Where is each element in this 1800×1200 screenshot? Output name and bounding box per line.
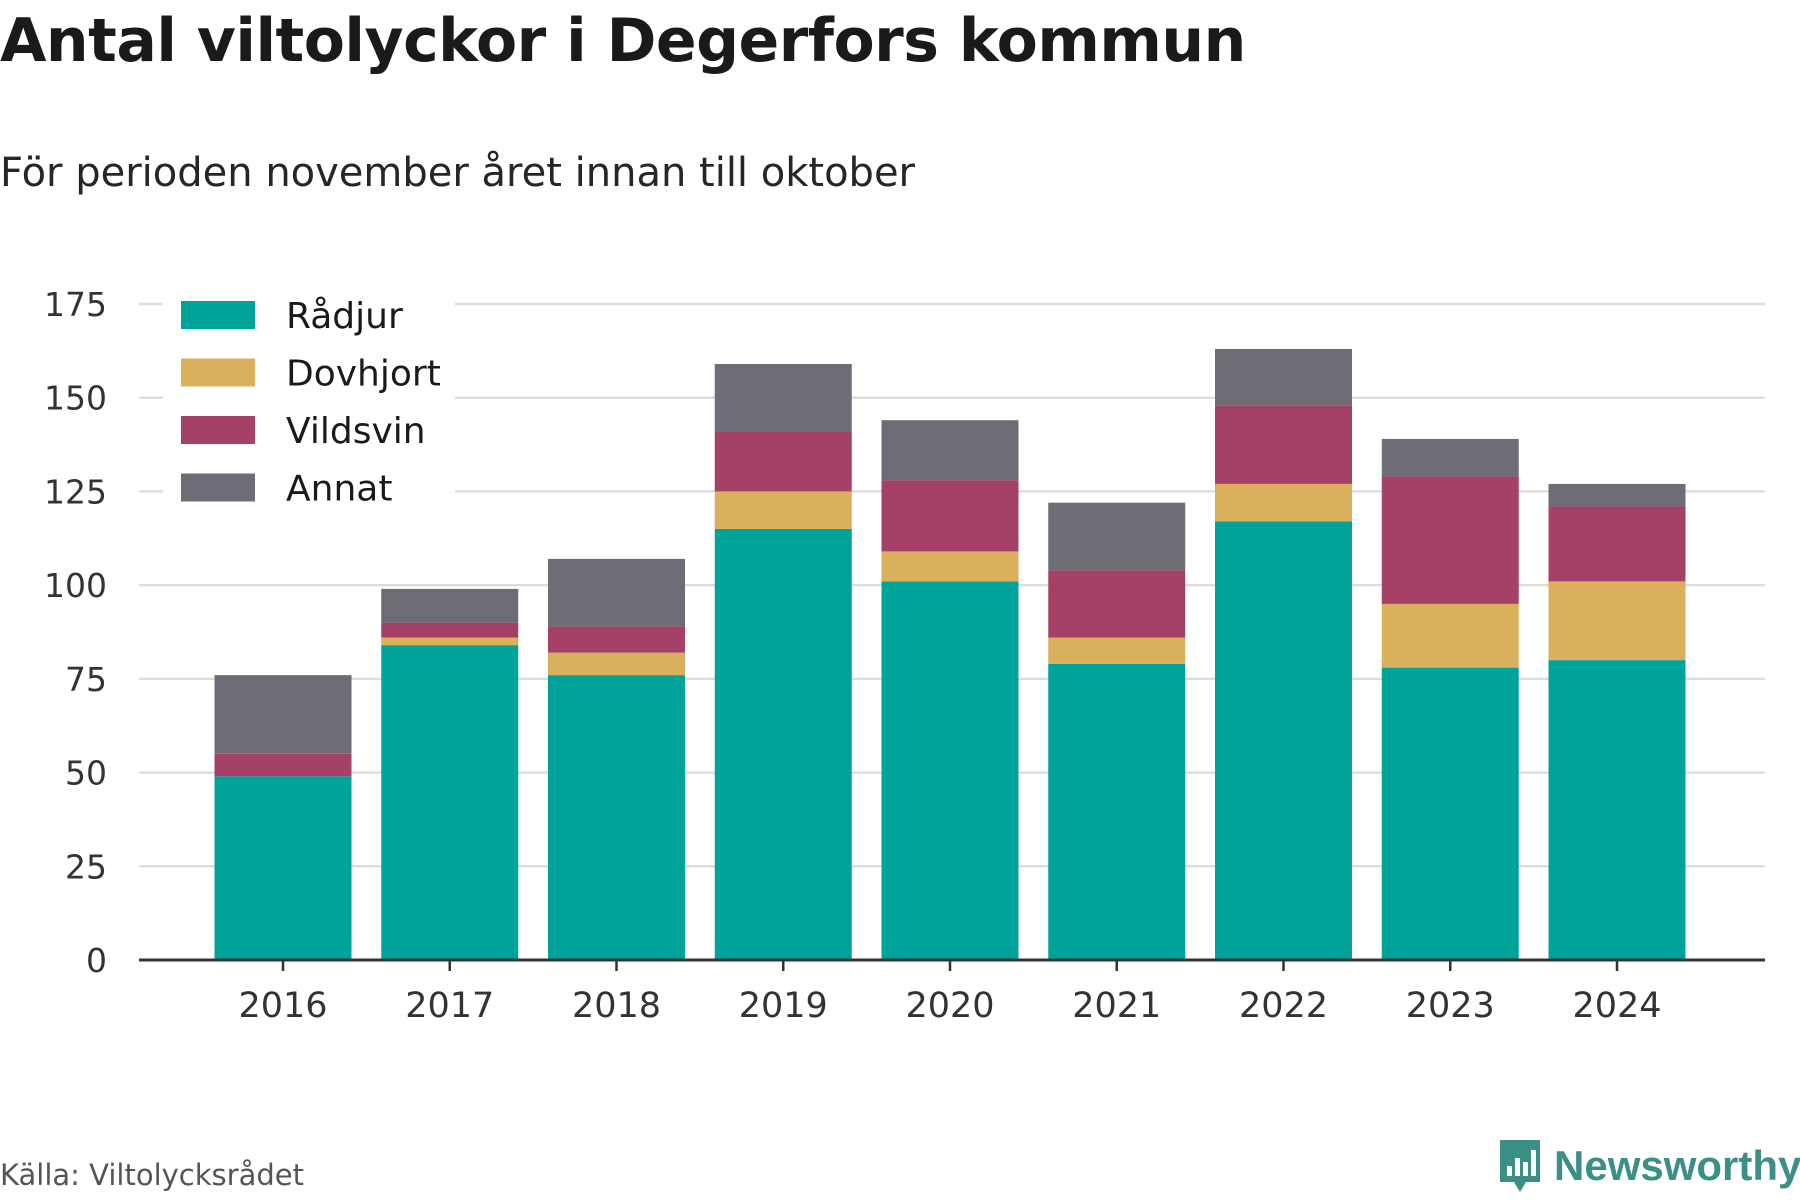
y-tick-label: 150 <box>44 379 107 418</box>
legend-item: Rådjur <box>181 296 403 337</box>
x-axis: 2016 2017 2018 2019 2020 2021 2022 2023 2024 <box>139 958 1765 1026</box>
brand-logo[interactable]: Newsworthy <box>1496 1138 1800 1194</box>
brand-name: Newsworthy <box>1554 1142 1800 1189</box>
x-tick-label: 2016 <box>238 986 327 1026</box>
legend-label: Annat <box>286 469 392 510</box>
bar-segment <box>1548 483 1686 507</box>
bar-segment <box>1215 405 1352 484</box>
y-tick-label: 0 <box>86 941 107 980</box>
x-tick-label: 2017 <box>405 986 494 1026</box>
bar-segment <box>214 675 352 754</box>
bar-stack-2019 <box>714 363 852 960</box>
legend-swatch <box>181 416 255 444</box>
legend: Rådjur Dovhjort Vildsvin Annat <box>163 286 455 518</box>
legend-item: Dovhjort <box>181 354 441 395</box>
bar-stack-2022 <box>1215 348 1352 960</box>
y-tick-label: 175 <box>44 285 107 324</box>
x-tick-label: 2021 <box>1072 986 1161 1026</box>
bar-stack-2018 <box>548 558 685 960</box>
y-axis-ticks: 0 25 50 75 100 125 150 175 <box>44 285 107 980</box>
bar-segment <box>548 558 685 627</box>
bar-segment <box>548 675 685 960</box>
bar-segment <box>381 588 519 623</box>
bar-segment <box>714 528 852 960</box>
chart-title: Antal viltolyckor i Degerfors kommun <box>0 6 1246 76</box>
legend-label: Vildsvin <box>286 411 426 452</box>
y-tick-label: 125 <box>44 472 107 511</box>
legend-swatch <box>181 301 255 329</box>
bar-segment <box>1215 348 1352 406</box>
bar-segment <box>548 652 685 676</box>
chart-subtitle: För perioden november året innan till ok… <box>0 150 915 196</box>
bar-stack-2017 <box>381 588 519 960</box>
bar-stack-2021 <box>1048 502 1186 960</box>
bar-segment <box>1215 521 1352 960</box>
bar-segment <box>214 776 352 960</box>
x-tick-label: 2018 <box>572 986 661 1026</box>
bar-segment <box>1048 663 1186 960</box>
bar-segment <box>881 420 1019 481</box>
bar-segment <box>548 626 685 653</box>
legend-item: Vildsvin <box>181 411 426 452</box>
bar-segment <box>214 753 352 777</box>
bar-segment <box>1381 667 1519 960</box>
bar-segment <box>1215 483 1352 522</box>
x-tick-label: 2020 <box>905 986 994 1026</box>
bar-chart-logo-icon <box>1500 1140 1540 1192</box>
bar-segment <box>1048 570 1186 638</box>
bar-segment <box>714 491 852 529</box>
legend-swatch <box>181 358 255 387</box>
bar-segment <box>881 581 1019 960</box>
bar-stack-2020 <box>881 420 1019 960</box>
y-tick-label: 50 <box>65 754 107 793</box>
x-tick-label: 2022 <box>1239 986 1328 1026</box>
bar-stack-2023 <box>1381 438 1519 960</box>
bar-segment <box>381 622 519 638</box>
bar-segment <box>1548 506 1686 582</box>
legend-item: Annat <box>181 469 392 510</box>
bar-segment <box>1381 438 1519 477</box>
source-note: Källa: Viltolycksrådet <box>0 1158 304 1192</box>
bar-segment <box>714 363 852 432</box>
x-tick-label: 2019 <box>739 986 828 1026</box>
bar-stack-2024 <box>1548 483 1686 960</box>
y-tick-label: 100 <box>44 566 107 605</box>
bar-segment <box>714 431 852 492</box>
bar-segment <box>381 637 519 646</box>
bar-segment <box>1548 581 1686 661</box>
bar-segment <box>881 551 1019 582</box>
legend-swatch <box>181 473 255 502</box>
bar-segment <box>381 645 519 960</box>
legend-label: Dovhjort <box>286 354 441 395</box>
bar-segment <box>1048 637 1186 664</box>
bar-segment <box>881 480 1019 552</box>
bar-stack-2016 <box>214 675 352 960</box>
legend-label: Rådjur <box>286 296 403 337</box>
bar-segment <box>1381 603 1519 668</box>
bar-segment <box>1548 660 1686 960</box>
y-tick-label: 25 <box>65 847 107 886</box>
x-tick-label: 2023 <box>1406 986 1495 1026</box>
y-tick-label: 75 <box>65 660 107 699</box>
bars <box>214 348 1686 960</box>
bar-segment <box>1381 476 1519 604</box>
x-tick-label: 2024 <box>1572 986 1661 1026</box>
bar-segment <box>1048 502 1186 571</box>
